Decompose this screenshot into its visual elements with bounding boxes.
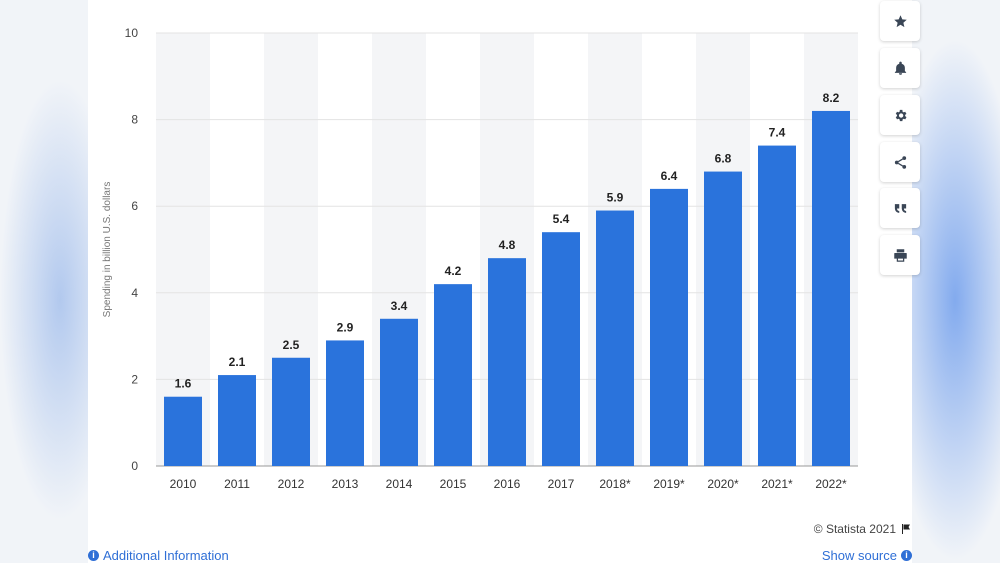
bar-value-label: 5.9 (607, 191, 624, 205)
quote-icon (894, 203, 906, 213)
share-icon (894, 155, 906, 169)
x-tick-label: 2013 (332, 477, 359, 491)
info-icon: i (901, 550, 912, 561)
bar-value-label: 3.4 (391, 299, 408, 313)
bar (164, 396, 202, 466)
x-tick-label: 2017 (548, 477, 575, 491)
bar (326, 340, 364, 466)
show-source-label: Show source (821, 548, 897, 563)
bar-value-label: 4.2 (445, 264, 462, 278)
favorite-button[interactable] (880, 1, 920, 41)
bar-value-label: 7.4 (769, 126, 786, 140)
star-icon (893, 14, 907, 27)
y-tick-label: 10 (125, 26, 139, 40)
x-tick-label: 2021* (761, 477, 793, 491)
statista-credit[interactable]: © Statista 2021 (814, 522, 912, 536)
y-tick-label: 4 (131, 286, 138, 300)
x-tick-label: 2014 (386, 477, 413, 491)
bar (812, 110, 850, 466)
y-tick-label: 8 (131, 113, 138, 127)
y-axis-label: Spending in billion U.S. dollars (102, 182, 113, 318)
bar (380, 318, 418, 466)
bar (272, 357, 310, 466)
flag-icon (902, 524, 910, 534)
info-icon: i (88, 550, 99, 561)
x-tick-label: 2022* (815, 477, 847, 491)
additional-information-link[interactable]: i Additional Information (88, 548, 229, 563)
credit-text: © Statista 2021 (813, 522, 896, 536)
cite-button[interactable] (880, 188, 920, 228)
chart-card: 0 2 4 6 8 10 Spending in billion U.S. dollars 1… (88, 0, 912, 563)
bar-value-label: 6.4 (661, 169, 678, 183)
x-tick-label: 2010 (170, 477, 197, 491)
bar-chart: 0 2 4 6 8 10 Spending in billion U.S. dollars 1… (102, 26, 858, 491)
x-tick-label: 2011 (224, 477, 250, 491)
bell-icon (894, 61, 906, 75)
gear-icon (895, 109, 906, 121)
additional-information-label: Additional Information (103, 548, 229, 563)
x-tick-label: 2012 (278, 477, 305, 491)
settings-button[interactable] (880, 95, 920, 135)
bar-value-label: 1.6 (175, 377, 192, 391)
bar (218, 375, 256, 466)
x-tick-label: 2016 (494, 477, 521, 491)
bar (704, 171, 742, 466)
bar (650, 188, 688, 466)
notification-button[interactable] (880, 48, 920, 88)
show-source-link[interactable]: Show source i (822, 548, 912, 563)
x-tick-label: 2015 (440, 477, 467, 491)
y-tick-label: 6 (131, 199, 138, 213)
bar-value-label: 2.9 (337, 320, 354, 334)
bar (488, 258, 526, 466)
bar-value-label: 6.8 (715, 152, 732, 166)
bar (596, 210, 634, 466)
bar (542, 232, 580, 466)
bar (758, 145, 796, 466)
column-shade (156, 33, 210, 466)
bar (434, 284, 472, 466)
print-icon (893, 248, 907, 262)
print-button[interactable] (880, 235, 920, 275)
x-tick-label: 2020* (707, 477, 739, 491)
share-button[interactable] (880, 142, 920, 182)
y-tick-label: 0 (131, 459, 138, 473)
bar-value-label: 4.8 (499, 238, 516, 252)
bar-value-label: 8.2 (823, 91, 840, 105)
x-tick-label: 2019* (653, 477, 685, 491)
bar-value-label: 5.4 (553, 212, 570, 226)
x-tick-label: 2018* (599, 477, 631, 491)
bar-value-label: 2.1 (229, 355, 246, 369)
y-tick-label: 2 (131, 372, 138, 386)
bar-value-label: 2.5 (283, 338, 300, 352)
